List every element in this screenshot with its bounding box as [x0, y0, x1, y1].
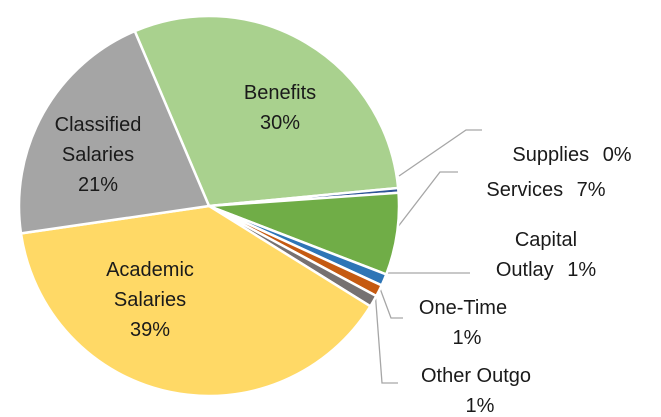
pie-slice: [133, 14, 400, 208]
category-label: Capital Outlay: [495, 229, 578, 281]
slice-label: Supplies 0%: [487, 140, 657, 170]
slice-label: One-Time 1%: [413, 293, 513, 353]
category-label: Classified Salaries: [54, 114, 142, 166]
category-label: Supplies: [512, 144, 590, 166]
value-label: 30%: [259, 112, 301, 134]
value-label: 39%: [129, 319, 171, 341]
category-label: One-Time: [418, 297, 508, 319]
leader-lines: [374, 129, 482, 384]
leader-line: [396, 171, 458, 229]
slice-label: Other Outgo 1%: [409, 361, 544, 417]
value-label: 1%: [465, 395, 495, 417]
value-label: 0%: [602, 144, 632, 166]
slices: [17, 14, 401, 398]
pie-slice: [19, 204, 373, 398]
pie-slice: [17, 29, 211, 235]
value-label: 7%: [576, 179, 606, 201]
leader-line: [374, 289, 398, 384]
category-label: Services: [486, 179, 564, 201]
category-label: Benefits: [243, 82, 317, 104]
leader-line: [398, 129, 482, 177]
value-label: 1%: [452, 327, 482, 349]
slice-label: Academic Salaries 39%: [90, 255, 210, 345]
slice-label: Services 7%: [461, 175, 631, 205]
category-label: Academic Salaries: [106, 259, 194, 311]
slice-label: Capital Outlay 1%: [484, 225, 609, 285]
value-label: 21%: [77, 174, 119, 196]
leader-line: [377, 282, 403, 319]
slice-label: Classified Salaries 21%: [38, 110, 158, 200]
slice-label: Benefits 30%: [220, 78, 340, 138]
category-label: Other Outgo: [420, 365, 532, 387]
value-label: 1%: [567, 259, 597, 281]
